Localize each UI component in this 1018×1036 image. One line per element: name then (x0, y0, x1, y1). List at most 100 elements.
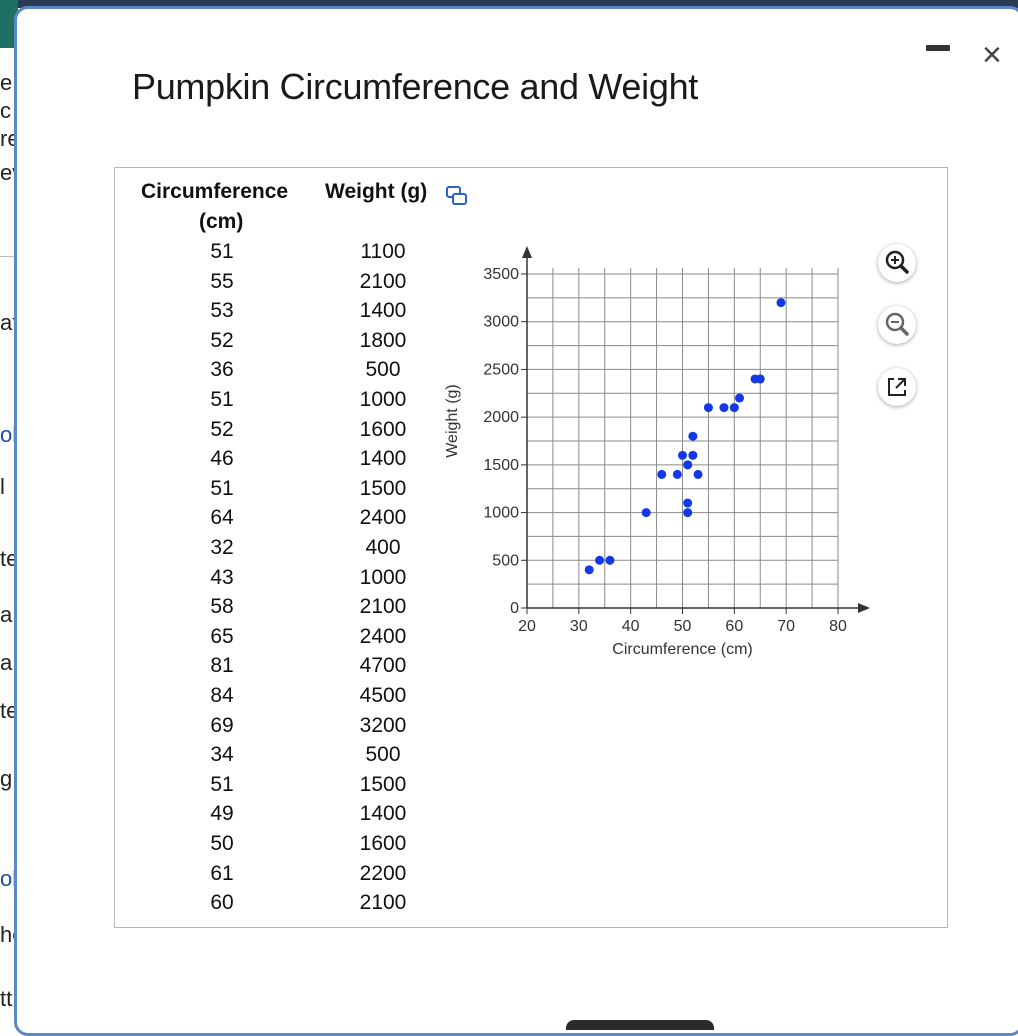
weight-cell: 2400 (359, 506, 407, 530)
weight-cell: 2100 (359, 595, 407, 619)
weight-cell: 1000 (359, 388, 407, 411)
circumference-cell: 51 (210, 772, 234, 796)
weight-cell: 2100 (359, 891, 407, 915)
circumference-cell: 51 (210, 476, 234, 500)
background-text-fragment: l (0, 474, 5, 499)
weight-cell: 1100 (360, 240, 406, 263)
data-point (641, 508, 651, 518)
weight-cell: 500 (365, 743, 401, 767)
weight-cell: 4500 (359, 684, 407, 707)
y-tick-label: 1500 (483, 457, 519, 474)
data-point (776, 298, 786, 308)
circumference-cell: 61 (210, 861, 234, 885)
weight-cell: 500 (365, 358, 401, 382)
background-text-fragment: a (0, 650, 13, 675)
circumference-cell: 65 (210, 624, 234, 648)
weight-cell: 400 (365, 536, 401, 559)
zoom-out-icon (885, 312, 909, 336)
data-point (672, 469, 682, 479)
circumference-cell: 36 (210, 358, 234, 382)
close-button[interactable]: × (982, 36, 1002, 74)
data-point (688, 450, 698, 460)
data-point (605, 555, 615, 565)
circumference-cell: 55 (210, 269, 234, 293)
circumference-cell: 43 (210, 565, 234, 589)
data-point (703, 403, 713, 413)
column-header-circumference: Circumference (141, 180, 289, 203)
circumference-cell: 60 (210, 891, 234, 915)
weight-cell: 1500 (359, 476, 407, 500)
background-text-fragment: e (0, 70, 13, 95)
column-header-circumference-unit: (cm) (199, 210, 244, 233)
y-tick-label: 500 (492, 552, 519, 569)
circumference-cell: 50 (210, 832, 234, 855)
circumference-cell: 52 (210, 417, 234, 441)
data-point (595, 555, 605, 565)
background-header-block (0, 0, 18, 48)
copy-icon[interactable] (446, 186, 468, 206)
y-tick-label: 0 (510, 600, 519, 617)
minimize-button[interactable]: - (926, 45, 950, 51)
circumference-cell: 69 (210, 713, 234, 737)
x-tick-label: 30 (570, 618, 588, 635)
background-text-fragment: g (0, 766, 13, 791)
data-point (729, 403, 739, 413)
x-tick-label: 50 (674, 618, 692, 635)
zoom-out-button[interactable] (878, 306, 916, 344)
bottom-scroll-handle[interactable] (566, 1020, 714, 1030)
data-point (584, 565, 594, 575)
external-link-icon (888, 378, 906, 396)
weight-cell: 1600 (359, 832, 407, 855)
y-tick-label: 2000 (483, 409, 519, 426)
circumference-cell: 51 (210, 240, 234, 263)
weight-cell: 1500 (359, 772, 407, 796)
circumference-cell: 52 (210, 328, 234, 352)
weight-cell: 1800 (359, 328, 407, 352)
y-tick-label: 3000 (483, 314, 519, 331)
data-point (755, 374, 765, 384)
weight-cell: 2200 (359, 861, 407, 885)
background-text-fragment: a (0, 602, 13, 627)
x-axis-label: Circumference (cm) (612, 641, 752, 658)
x-axis-arrow (858, 603, 870, 613)
data-point (693, 469, 703, 479)
circumference-cell: 32 (210, 536, 234, 559)
circumference-cell: 46 (210, 447, 234, 471)
dialog-title: Pumpkin Circumference and Weight (132, 66, 698, 107)
weight-cell: 1400 (359, 802, 407, 826)
background-link-fragment[interactable]: ol (0, 422, 18, 447)
data-point (688, 431, 698, 441)
weight-cell: 1400 (359, 299, 407, 323)
weight-cell: 1600 (359, 417, 407, 441)
data-point (719, 403, 729, 413)
data-point (657, 469, 667, 479)
circumference-cell: 34 (210, 743, 234, 767)
circumference-cell: 49 (210, 802, 234, 826)
background-text-fragment: te (0, 698, 19, 723)
background-text-fragment: te (0, 546, 19, 571)
x-tick-label: 70 (777, 618, 795, 635)
background-link-fragment[interactable]: ol (0, 866, 18, 891)
x-tick-label: 20 (518, 618, 536, 635)
background-text-fragment: at (0, 310, 19, 335)
popout-button[interactable] (878, 368, 916, 406)
circumference-cell: 53 (210, 299, 234, 323)
weight-cell: 4700 (359, 654, 407, 678)
y-tick-label: 1000 (483, 505, 519, 522)
y-tick-label: 2500 (483, 361, 519, 378)
circumference-cell: 84 (210, 684, 234, 707)
weight-cell: 2100 (359, 269, 407, 293)
weight-cell: 1400 (359, 447, 407, 471)
y-axis-label: Weight (g) (444, 384, 461, 458)
y-axis-arrow (522, 246, 532, 258)
weight-cell: 2400 (359, 624, 407, 648)
weight-cell: 3200 (359, 713, 407, 737)
x-tick-label: 40 (622, 618, 640, 635)
x-tick-label: 80 (829, 618, 847, 635)
background-text-fragment: c (0, 98, 11, 123)
dialog-window (14, 6, 1018, 1036)
zoom-in-button[interactable] (878, 244, 916, 282)
y-tick-label: 3500 (483, 266, 519, 283)
scatter-chart: 20 30 40 50 60 70 80 0 500 1000 1500 2000 2500 3000 35… (444, 246, 870, 658)
circumference-cell: 81 (210, 654, 234, 678)
